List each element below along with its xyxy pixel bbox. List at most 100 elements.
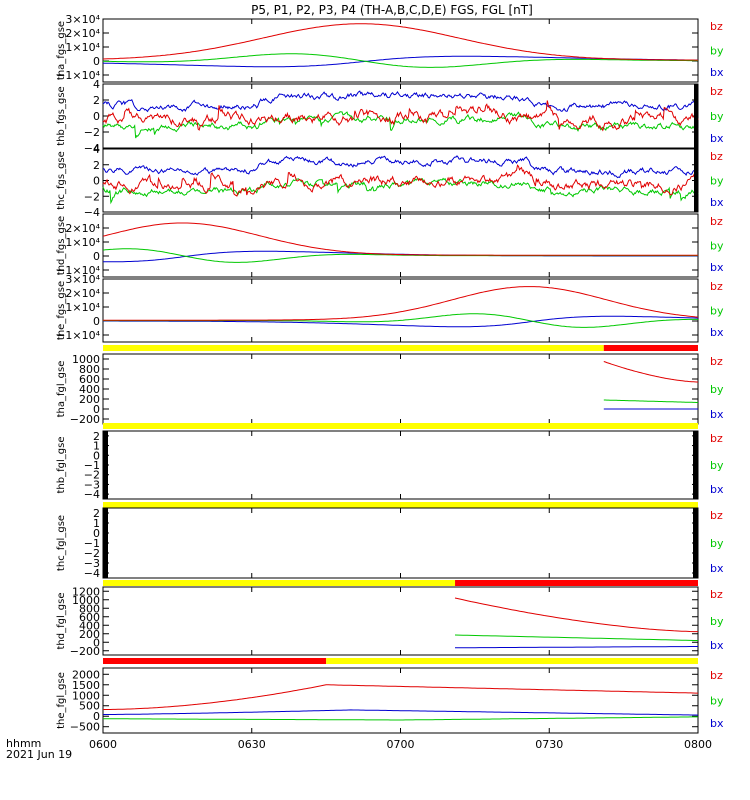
y-axis-label: thd_fgl_gse [56,593,67,650]
status-bar-segment [103,345,604,351]
legend-bx: bx [710,66,724,79]
y-axis-label: the_fgs_gse [56,281,67,340]
legend-bx: bx [710,562,724,575]
series-bx-line [102,155,699,179]
y-tick-label: 800 [79,602,100,615]
y-tick-label: 1 [93,440,100,453]
edge-band [693,508,698,578]
y-tick-label: 2000 [72,668,100,681]
legend-by: by [710,615,724,628]
series-bx-line [102,55,698,68]
status-bar-segment [103,423,698,429]
y-tick-label: −4 [84,488,100,501]
y-tick-label: 4 [93,143,100,156]
y-axis-label: thd_fgs_gse [56,216,67,275]
y-tick-label: 0 [93,636,100,649]
y-tick-label: −200 [70,413,100,426]
x-tick-label: 0700 [387,738,415,751]
y-axis-label: thb_fgs_gse [56,86,67,145]
legend-by: by [710,537,724,550]
legend-bz: bz [710,355,723,368]
y-tick-label: 500 [79,700,100,713]
y-axis-label: the_fgl_gse [56,672,67,729]
series-bz-line [103,684,698,710]
x-tick-label: 0630 [238,738,266,751]
y-tick-label: 1 [93,517,100,530]
y-tick-label: 0 [93,55,100,68]
edge-band [103,508,108,578]
series-by-line [102,177,699,205]
y-tick-label: −500 [70,721,100,734]
legend-bx: bx [710,639,724,652]
panel-frame [102,278,699,343]
x-tick-label: 0600 [89,738,117,751]
y-tick-label: −2 [84,190,100,203]
panel-frame [102,586,699,656]
panel-thc_fgs_gse: 4 2 0 −2 −4 thc_fgs_gse bz by bx [56,143,724,219]
y-tick-label: 1000 [72,353,100,366]
x-tick-label: 0800 [684,738,712,751]
y-tick-label: 1×10⁴ [65,301,100,314]
series-bz-line [102,222,698,256]
status-bar-segment [103,580,456,586]
legend-by: by [710,45,724,58]
y-tick-label: −1 [84,459,100,472]
panel-frame [102,148,699,213]
y-axis-label: tha_fgs_gse [56,21,67,80]
legend-bx: bx [710,196,724,209]
y-tick-label: −3 [84,478,100,491]
y-axis-label: thc_fgs_gse [56,151,67,210]
legend-bz: bz [710,20,723,33]
edge-band [693,431,698,499]
legend-bz: bz [710,150,723,163]
y-tick-label: −4 [84,567,100,580]
y-tick-label: 1000 [72,594,100,607]
edge-band [103,431,108,499]
legend-bz: bz [710,669,723,682]
panel-frame [102,353,699,425]
panel-frame [102,18,699,83]
y-tick-label: 3×10⁴ [65,273,100,286]
y-tick-label: −200 [70,645,100,658]
status-bar-segment [326,658,698,664]
legend-bx: bx [710,326,724,339]
y-tick-label: −2 [84,126,100,139]
y-tick-label: 0 [93,110,100,123]
legend-by: by [710,305,724,318]
series-bx-line [103,709,699,716]
y-tick-label: −1×10⁴ [56,69,100,82]
series-bz-line [102,100,699,132]
panel-thb_fgl_gse: 210−1−2−3−4 thb_fgl_gse bz by bx [56,423,724,501]
y-tick-label: 2×10⁴ [65,27,100,40]
y-tick-label: 2 [93,94,100,107]
y-tick-label: 2×10⁴ [65,287,100,300]
y-tick-label: 0 [93,175,100,188]
y-tick-label: 400 [79,383,100,396]
legend-bz: bz [710,85,723,98]
series-bx-line [455,646,698,649]
y-tick-label: −2 [84,547,100,560]
y-axis-label: tha_fgl_gse [56,361,67,418]
legend-bz: bz [710,215,723,228]
chart-title: P5, P1, P2, P3, P4 (TH-A,B,C,D,E) FGS, F… [251,3,533,17]
legend-bx: bx [710,717,724,730]
y-tick-label: −3 [84,557,100,570]
legend-bx: bx [710,483,724,496]
panel-thb_fgs_gse: 4 2 0 −2 −4 thb_fgs_gse bz by bx [56,78,724,155]
y-tick-label: 200 [79,628,100,641]
y-tick-label: 1000 [72,689,100,702]
legend-by: by [710,110,724,123]
y-tick-label: −1 [84,537,100,550]
y-tick-label: −4 [84,142,100,155]
panel-frame [102,83,699,149]
y-tick-label: 4 [93,78,100,91]
legend-bx: bx [710,261,724,274]
panel-thc_fgl_gse: 210−1−2−3−4 thc_fgl_gse bz by bx [56,502,724,580]
y-tick-label: 0 [93,710,100,723]
series-bz-line [454,597,698,633]
panel-frame [102,430,699,500]
